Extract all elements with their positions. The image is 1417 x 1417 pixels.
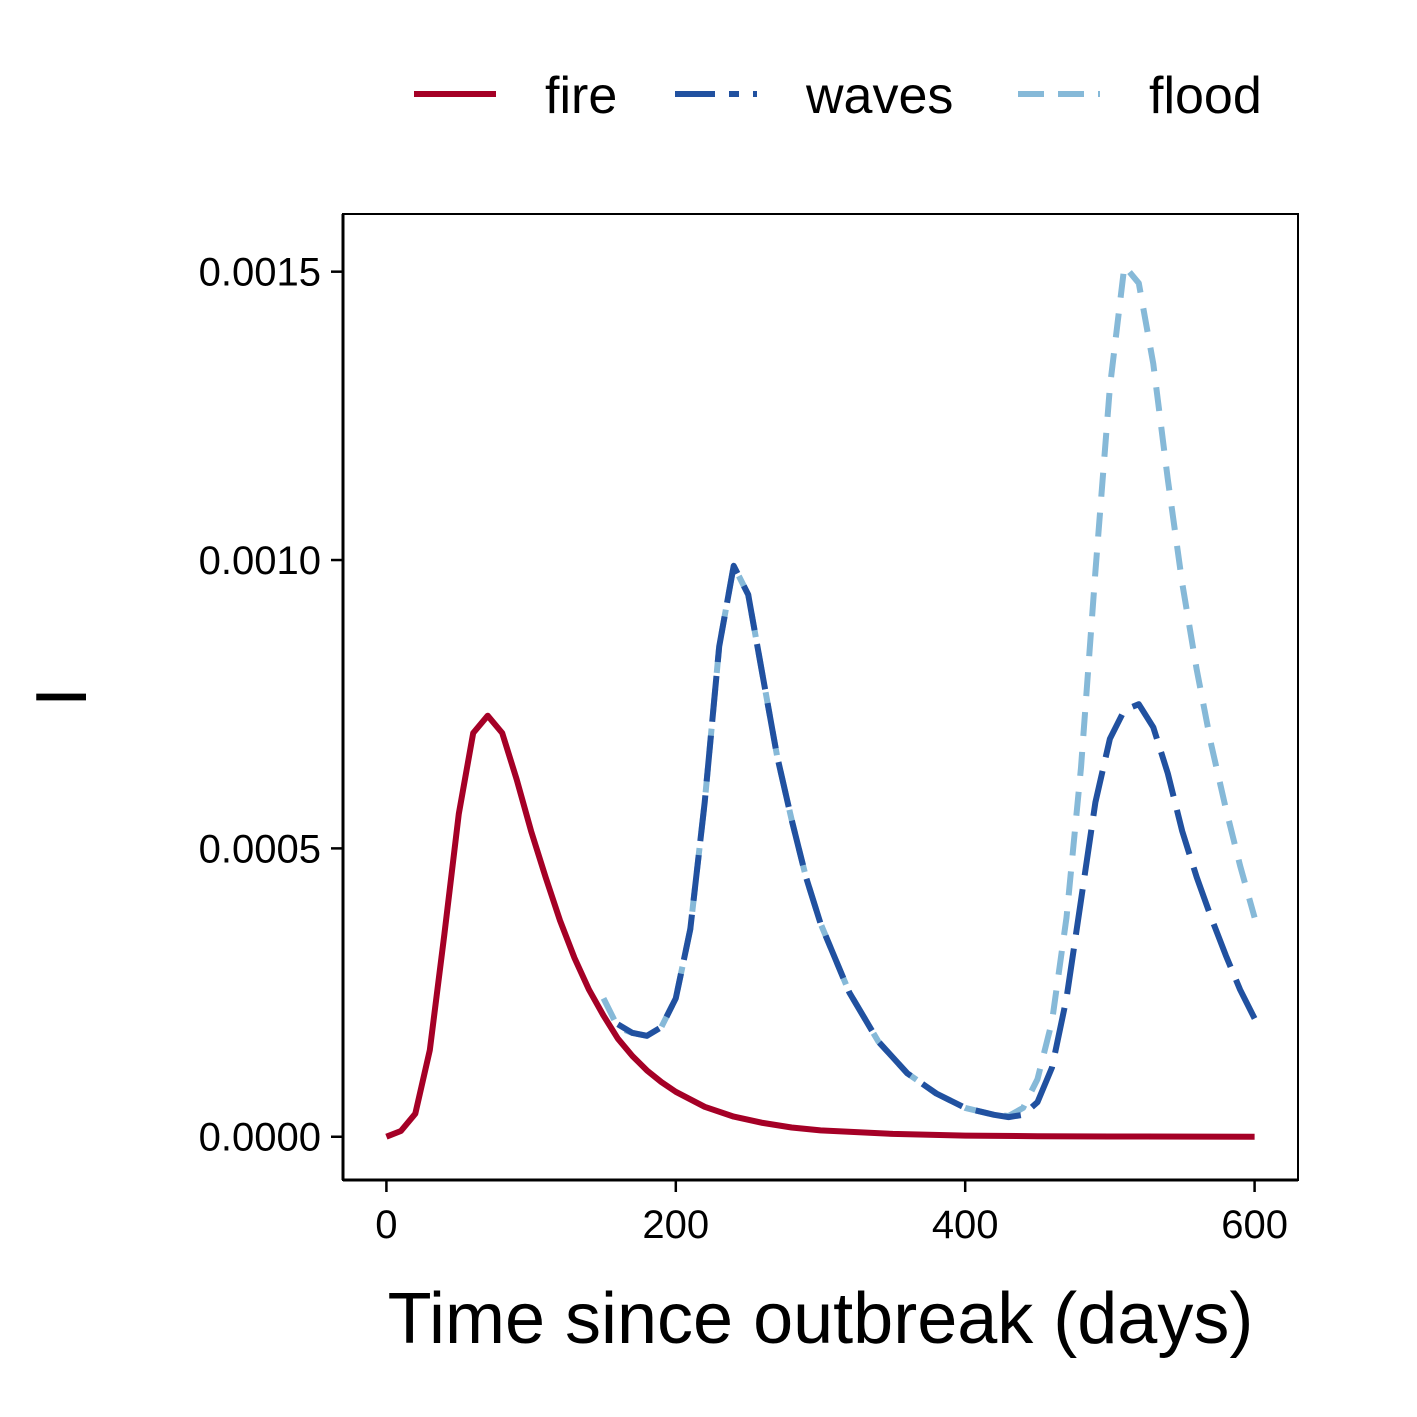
series-line-fire: [385, 712, 1255, 1140]
x-tick-label: 600: [1221, 1203, 1288, 1247]
series-line-waves: [616, 562, 1258, 1121]
legend-label-fire: fire: [545, 67, 617, 125]
y-tick-label: 0.0005: [199, 827, 321, 871]
plot-area: [385, 262, 1258, 1140]
y-axis-title: I: [22, 687, 102, 707]
axes: 0 200 400 600 0.0000 0.0005 0.0010 0.0015: [199, 214, 1298, 1247]
y-tick-label: 0.0010: [199, 539, 321, 583]
series-line-flood: [600, 262, 1258, 1119]
y-tick-label: 0.0000: [199, 1116, 321, 1160]
legend-label-waves: waves: [805, 67, 953, 125]
x-tick-label: 200: [642, 1203, 709, 1247]
x-tick-label: 0: [375, 1203, 397, 1247]
x-axis-title: Time since outbreak (days): [388, 1279, 1254, 1359]
legend: fire waves flood: [414, 67, 1262, 125]
legend-label-flood: flood: [1149, 67, 1262, 125]
x-tick-label: 400: [932, 1203, 999, 1247]
y-tick-label: 0.0015: [199, 251, 321, 295]
